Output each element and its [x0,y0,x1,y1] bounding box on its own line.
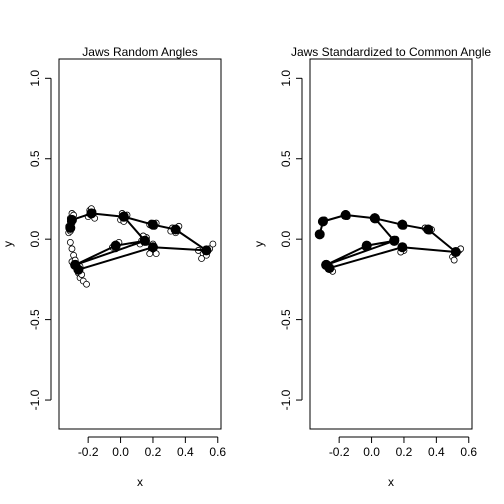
mean-shape-point [201,245,212,256]
mean-shape-point [340,210,351,221]
mean-shape-point [170,224,181,235]
mean-shape-point [147,242,158,253]
mean-shape-point [423,224,434,235]
mean-shape-point [86,208,97,219]
x-tick-label: -0.2 [78,445,99,459]
mean-shape-point [70,259,81,270]
mean-shape-point [139,235,150,246]
y-tick-label: -1.0 [28,389,42,410]
mean-shape-point [66,214,77,225]
panel-standardized: Jaws Standardized to Common Angle -0.2 0.… [252,45,491,489]
x-ticks: -0.2 0.0 0.2 0.4 0.6 [78,436,226,459]
mean-shape-point [314,229,325,240]
plot-frame [58,58,222,430]
mean-shape-point [65,222,76,233]
x-tick-label: 0.6 [209,445,226,459]
landmark-point [209,240,217,248]
mean-shape-point [147,219,158,230]
landmark-point [68,245,76,253]
mean-shape-point [389,235,400,246]
x-tick-label: 0.6 [460,445,477,459]
x-tick-label: -0.2 [329,445,350,459]
panel-title: Jaws Standardized to Common Angle [291,45,491,59]
y-ticks: -1.0 -0.5 0.0 0.5 1.0 [28,70,52,410]
x-axis: -0.2 0.0 0.2 0.4 0.6 [329,436,477,459]
x-axis-label: x [388,475,394,489]
panel-title: Jaws Random Angles [82,45,197,59]
y-tick-label: 0.5 [28,150,42,167]
plot-area [65,205,217,288]
landmark-point [450,256,458,264]
mean-shape-point [369,213,380,224]
x-tick-label: 0.2 [145,445,162,459]
y-tick-label: -0.5 [28,309,42,330]
y-tick-label: -0.5 [279,309,293,330]
y-tick-label: 0.0 [279,231,293,248]
x-tick-label: 0.4 [177,445,194,459]
landmark-point [83,280,90,288]
mean-shape-point [321,259,332,270]
mean-shape-point [397,219,408,230]
panel-random-angles: Jaws Random Angles -0.2 0.0 0.2 0.4 0.6 -1.0… [1,45,226,489]
landmark-point [66,238,74,246]
x-tick-label: 0.2 [396,445,413,459]
x-axis: -0.2 0.0 0.2 0.4 0.6 [78,436,226,459]
y-tick-label: 0.5 [279,150,293,167]
y-tick-label: 0.0 [28,231,42,248]
y-axis: -1.0 -0.5 0.0 0.5 1.0 [279,70,303,410]
plot-frame [309,58,473,430]
y-tick-label: 1.0 [28,70,42,87]
mean-shape-point [450,247,461,258]
mean-shape-point [118,211,129,222]
mean-shape-point [110,240,121,251]
y-axis-label: y [252,241,266,247]
x-tick-label: 0.0 [363,445,380,459]
x-tick-label: 0.4 [428,445,445,459]
plot-area [314,210,465,275]
y-ticks: -1.0 -0.5 0.0 0.5 1.0 [279,70,303,410]
mean-shape-point [361,240,372,251]
mean-shape-point [397,242,408,253]
mean-shape-point [317,216,328,227]
y-tick-label: -1.0 [279,389,293,410]
x-ticks: -0.2 0.0 0.2 0.4 0.6 [329,436,477,459]
landmark-point [198,255,205,262]
y-axis: -1.0 -0.5 0.0 0.5 1.0 [28,70,52,410]
x-tick-label: 0.0 [112,445,129,459]
x-axis-label: x [137,475,143,489]
y-axis-label: y [1,241,15,247]
y-tick-label: 1.0 [279,70,293,87]
